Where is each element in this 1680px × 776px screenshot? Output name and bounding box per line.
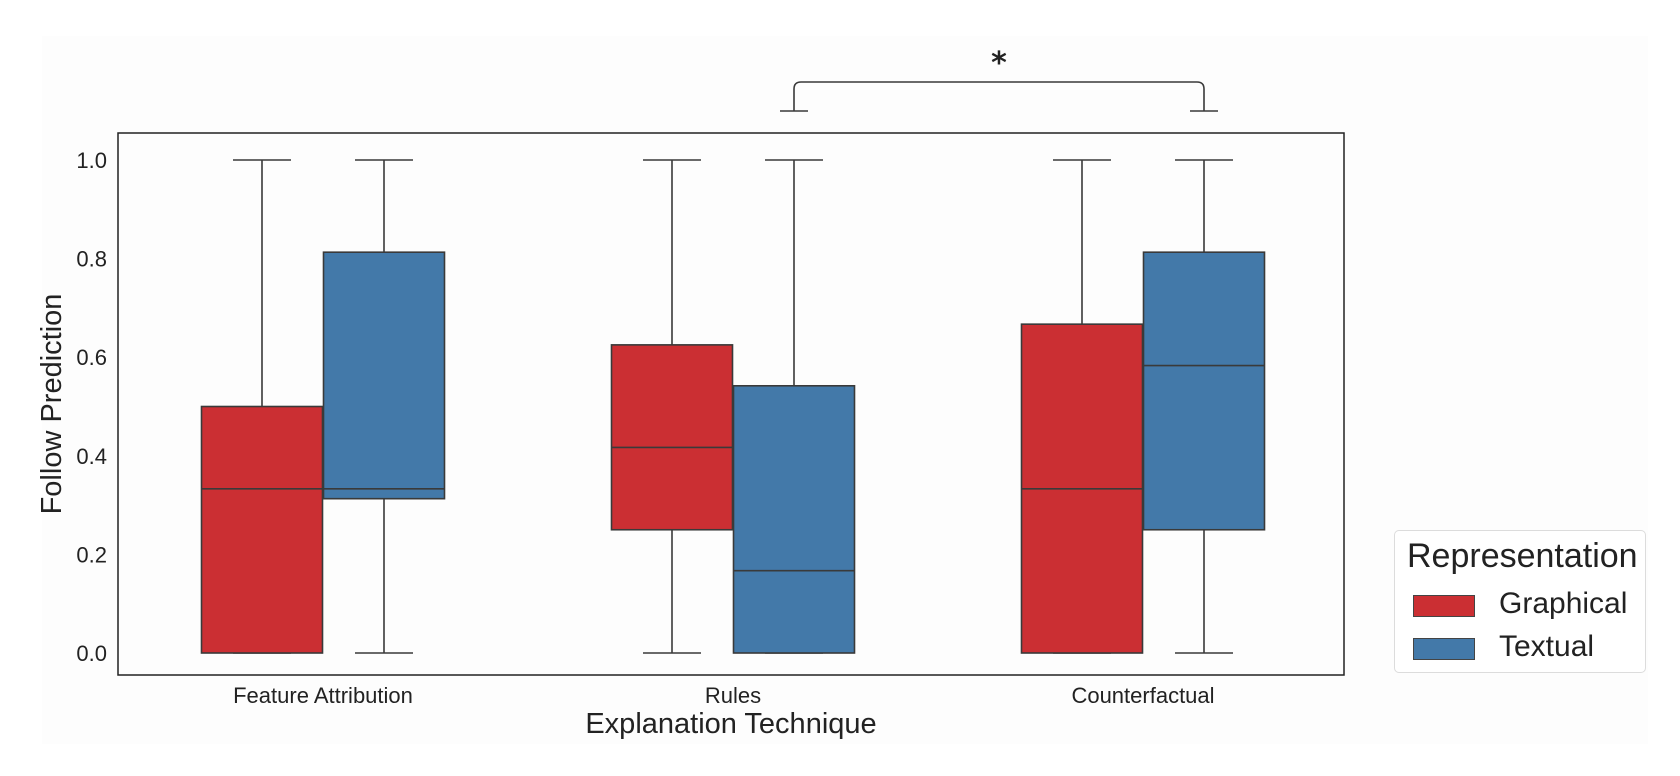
- y-tick-label: 0.6: [76, 345, 107, 370]
- y-tick-label: 0.8: [76, 247, 107, 272]
- legend-label-graphical: Graphical: [1499, 587, 1628, 620]
- y-tick-label: 0.2: [76, 542, 107, 567]
- y-axis-ticks: 0.0 0.2 0.4 0.6 0.8 1.0: [76, 148, 107, 666]
- x-axis-ticks: Feature Attribution Rules Counterfactual: [233, 683, 1214, 708]
- boxes-layer: [200, 159, 1266, 654]
- legend-label-textual: Textual: [1499, 630, 1595, 663]
- box-feature-attribution-textual: [322, 159, 446, 654]
- box-iqr: [200, 405, 324, 654]
- legend-swatch-textual: [1413, 638, 1475, 660]
- legend-swatch-graphical: [1413, 595, 1475, 617]
- y-tick-label: 0.0: [76, 641, 107, 666]
- box-rules-textual: [732, 159, 856, 654]
- box-iqr: [610, 344, 734, 531]
- x-axis-title: Explanation Technique: [585, 708, 876, 740]
- y-axis-title: Follow Prediction: [36, 294, 68, 515]
- legend-title: Representation: [1407, 537, 1638, 575]
- legend: Representation Graphical Textual: [1394, 530, 1646, 673]
- box-counterfactual-graphical: [1020, 159, 1144, 654]
- box-iqr: [1142, 251, 1266, 531]
- significance-marker: *: [991, 46, 1007, 81]
- box-iqr: [732, 384, 856, 654]
- y-tick-label: 0.4: [76, 444, 107, 469]
- box-feature-attribution-graphical: [200, 159, 324, 654]
- x-tick-label: Counterfactual: [1071, 683, 1214, 708]
- box-counterfactual-textual: [1142, 159, 1266, 654]
- box-iqr: [322, 251, 446, 500]
- y-tick-label: 1.0: [76, 148, 107, 173]
- significance-annotation: *: [780, 46, 1218, 112]
- x-tick-label: Rules: [705, 683, 761, 708]
- significance-bracket: [793, 81, 1205, 111]
- box-rules-graphical: [610, 159, 734, 654]
- x-tick-label: Feature Attribution: [233, 683, 413, 708]
